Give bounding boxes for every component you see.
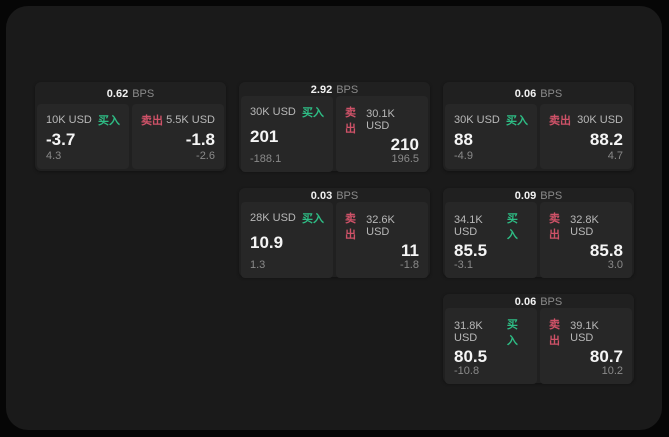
buy-size: 34.1K USD <box>454 214 483 238</box>
bps-unit-label: BPS <box>336 190 359 202</box>
buy-price: 80.5 <box>454 347 488 366</box>
sell-label: 卖出 <box>345 107 356 135</box>
buy-panel[interactable]: 30K USD 买入 88 -4.9 <box>445 104 537 169</box>
buy-size: 28K USD <box>250 212 296 224</box>
sell-panel[interactable]: 卖出 30.1K USD 210 196.5 <box>336 96 428 172</box>
sell-delta: -1.8 <box>400 259 419 271</box>
card-header: 2.92 BPS <box>241 84 428 96</box>
sell-panel[interactable]: 卖出 39.1K USD 80.7 10.2 <box>540 308 632 384</box>
sell-price: 80.7 <box>589 347 623 366</box>
sell-panel[interactable]: 卖出 30K USD 88.2 4.7 <box>540 104 632 169</box>
sell-panel[interactable]: 卖出 32.8K USD 85.8 3.0 <box>540 202 632 278</box>
sell-delta: -2.6 <box>196 150 215 162</box>
card-header: 0.62 BPS <box>37 84 224 104</box>
bps-unit-label: BPS <box>540 88 563 100</box>
buy-size: 30K USD <box>250 106 296 118</box>
buy-panel[interactable]: 28K USD 买入 10.9 1.3 <box>241 202 333 278</box>
sell-price: -1.8 <box>185 129 215 149</box>
buy-label: 买入 <box>302 213 324 225</box>
sell-label: 卖出 <box>345 213 356 241</box>
bps-value: 0.06 <box>514 88 537 100</box>
buy-price: 88 <box>454 129 473 149</box>
buy-panel[interactable]: 10K USD 买入 -3.7 4.3 <box>37 104 129 169</box>
app-panel: 0.62 BPS 10K USD 买入 -3.7 4.3 卖出 5.5K USD <box>6 6 662 430</box>
sell-size: 32.8K USD <box>570 214 599 238</box>
buy-price: 201 <box>250 127 279 146</box>
bps-value: 0.06 <box>514 296 537 308</box>
buy-label: 买入 <box>506 115 528 127</box>
bps-unit-label: BPS <box>132 88 155 100</box>
sell-size: 30K USD <box>577 114 623 126</box>
bps-unit-label: BPS <box>336 84 359 96</box>
sell-delta: 4.7 <box>607 150 623 162</box>
buy-delta: -3.1 <box>454 259 473 271</box>
quote-card: 0.03 BPS 28K USD 买入 10.9 1.3 卖出 32.6K US… <box>239 188 430 278</box>
buy-size: 30K USD <box>454 114 500 126</box>
buy-panel[interactable]: 34.1K USD 买入 85.5 -3.1 <box>445 202 537 278</box>
card-header: 0.03 BPS <box>241 190 428 202</box>
buy-delta: -4.9 <box>454 150 473 162</box>
sell-price: 11 <box>401 241 419 260</box>
buy-label: 买入 <box>302 107 324 119</box>
bps-value: 2.92 <box>310 84 333 96</box>
buy-price: -3.7 <box>46 129 76 149</box>
card-header: 0.09 BPS <box>445 190 632 202</box>
bps-unit-label: BPS <box>540 296 563 308</box>
sell-label: 卖出 <box>549 213 560 241</box>
buy-label: 买入 <box>506 213 518 241</box>
bps-value: 0.62 <box>106 88 129 100</box>
buy-delta: 4.3 <box>46 150 62 162</box>
bps-value: 0.09 <box>514 190 537 202</box>
card-header: 0.06 BPS <box>445 296 632 308</box>
quote-grid: 0.62 BPS 10K USD 买入 -3.7 4.3 卖出 5.5K USD <box>35 82 634 384</box>
card-header: 0.06 BPS <box>445 84 632 104</box>
quote-card: 2.92 BPS 30K USD 买入 201 -188.1 卖出 30.1K … <box>239 82 430 172</box>
buy-size: 10K USD <box>46 114 92 126</box>
sell-size: 39.1K USD <box>570 320 599 344</box>
buy-label: 买入 <box>506 319 518 347</box>
quote-card: 0.06 BPS 30K USD 买入 88 -4.9 卖出 30K USD <box>443 82 634 171</box>
sell-panel[interactable]: 卖出 32.6K USD 11 -1.8 <box>336 202 428 278</box>
bps-value: 0.03 <box>310 190 333 202</box>
buy-delta: 1.3 <box>250 259 266 271</box>
quote-card: 0.62 BPS 10K USD 买入 -3.7 4.3 卖出 5.5K USD <box>35 82 226 171</box>
sell-delta: 10.2 <box>601 365 623 377</box>
buy-delta: -10.8 <box>454 365 480 377</box>
sell-label: 卖出 <box>141 115 163 127</box>
sell-label: 卖出 <box>549 319 560 347</box>
sell-size: 30.1K USD <box>366 108 395 132</box>
sell-delta: 3.0 <box>607 259 623 271</box>
sell-price: 210 <box>390 135 419 154</box>
buy-label: 买入 <box>98 115 120 127</box>
sell-size: 5.5K USD <box>166 114 215 126</box>
sell-label: 卖出 <box>549 115 571 127</box>
sell-price: 85.8 <box>589 241 623 260</box>
sell-price: 88.2 <box>589 129 623 149</box>
buy-price: 10.9 <box>250 233 284 252</box>
quote-card: 0.09 BPS 34.1K USD 买入 85.5 -3.1 卖出 32.8K… <box>443 188 634 278</box>
buy-panel[interactable]: 30K USD 买入 201 -188.1 <box>241 96 333 172</box>
bps-unit-label: BPS <box>540 190 563 202</box>
quote-card: 0.06 BPS 31.8K USD 买入 80.5 -10.8 卖出 39.1… <box>443 294 634 384</box>
buy-panel[interactable]: 31.8K USD 买入 80.5 -10.8 <box>445 308 537 384</box>
sell-panel[interactable]: 卖出 5.5K USD -1.8 -2.6 <box>132 104 224 169</box>
buy-size: 31.8K USD <box>454 320 483 344</box>
sell-size: 32.6K USD <box>366 214 395 238</box>
buy-price: 85.5 <box>454 241 488 260</box>
buy-delta: -188.1 <box>250 153 282 165</box>
sell-delta: 196.5 <box>391 153 419 165</box>
